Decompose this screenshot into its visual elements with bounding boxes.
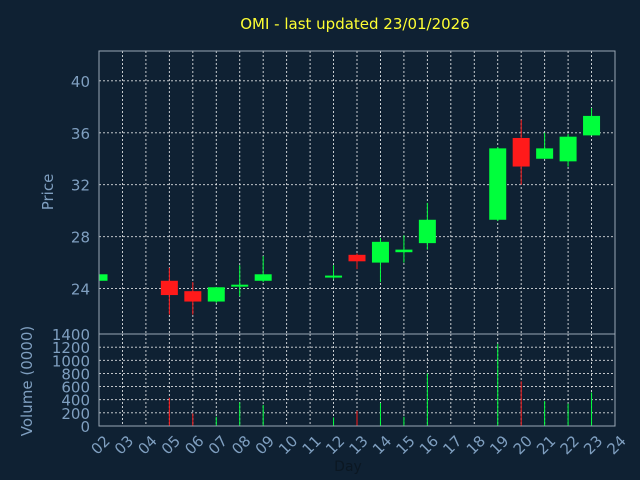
x-axis: 0203040506070809101112131415161718192021…: [88, 432, 630, 458]
chart-title: OMI - last updated 23/01/2026: [240, 15, 470, 33]
candle-body: [207, 287, 225, 302]
volume-tick-label: 600: [61, 379, 90, 397]
price-tick-label: 24: [71, 281, 90, 299]
volume-tick-label: 400: [61, 392, 90, 410]
volume-bars: [168, 343, 593, 426]
x-tick-label: 13: [346, 432, 372, 458]
x-tick-label: 19: [486, 432, 512, 458]
x-tick-label: 17: [439, 432, 465, 458]
volume-tick-label: 0: [80, 418, 90, 436]
x-tick-label: 20: [510, 432, 536, 458]
candle-body: [583, 115, 601, 136]
candle-body: [536, 148, 554, 159]
candle-body: [99, 274, 108, 281]
candle-body: [231, 284, 249, 287]
volume-tick-label: 1000: [52, 352, 90, 370]
x-tick-label: 14: [369, 432, 395, 458]
candle-body: [489, 148, 507, 220]
volume-tick-label: 1200: [52, 339, 90, 357]
candle-body: [160, 280, 178, 296]
x-axis-label: Day: [334, 459, 362, 475]
price-tick-label: 28: [71, 229, 90, 247]
price-axis-label: Price: [39, 174, 57, 211]
x-tick-label: 16: [416, 432, 442, 458]
volume-tick-label: 800: [61, 365, 90, 383]
x-tick-label: 22: [557, 432, 583, 458]
x-tick-label: 11: [299, 432, 325, 458]
x-tick-label: 24: [604, 432, 630, 458]
x-tick-label: 18: [463, 432, 489, 458]
x-tick-label: 10: [275, 432, 301, 458]
candle-body: [512, 137, 530, 167]
x-tick-label: 07: [205, 432, 231, 458]
x-tick-label: 21: [533, 432, 559, 458]
volume-panel-frame: [98, 333, 616, 427]
volume-tick-label: 1400: [52, 326, 90, 344]
candle-body: [254, 274, 272, 281]
candle-body: [348, 254, 366, 262]
candle-body: [418, 219, 436, 244]
candles: [98, 108, 601, 315]
volume-axis-label: Volume (0000): [18, 326, 36, 436]
x-tick-label: 12: [322, 432, 348, 458]
x-tick-label: 06: [181, 432, 207, 458]
candle-body: [371, 241, 389, 263]
x-tick-label: 08: [228, 432, 254, 458]
price-axis: 24 28 32 36 40: [71, 73, 90, 299]
candle-body: [559, 136, 577, 162]
x-tick-label: 02: [88, 432, 114, 458]
price-tick-label: 36: [71, 125, 90, 143]
x-tick-label: 04: [134, 432, 160, 458]
x-tick-label: 23: [580, 432, 606, 458]
price-tick-label: 40: [71, 73, 90, 91]
x-tick-label: 09: [252, 432, 278, 458]
candle-body: [325, 275, 343, 278]
candle-body: [184, 291, 202, 302]
candle-body: [395, 249, 413, 253]
x-tick-label: 15: [392, 432, 418, 458]
x-tick-label: 03: [111, 432, 137, 458]
volume-tick-label: 200: [61, 405, 90, 423]
price-tick-label: 32: [71, 177, 90, 195]
x-tick-label: 05: [158, 432, 184, 458]
